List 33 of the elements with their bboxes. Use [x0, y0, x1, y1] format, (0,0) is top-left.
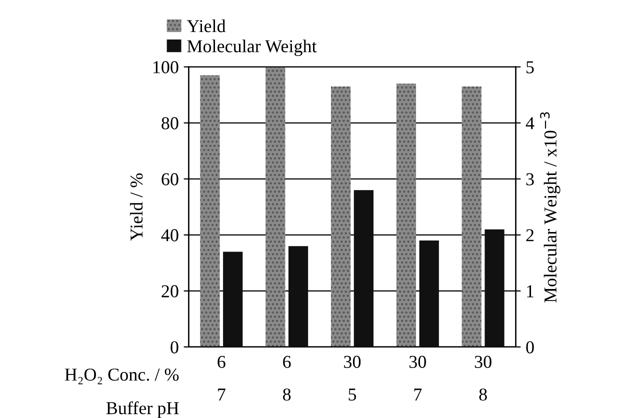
y2-tick-label: 3 [526, 173, 534, 186]
bar [288, 246, 308, 347]
y-tick-label: 100 [153, 61, 178, 74]
bar [330, 86, 351, 347]
bar [419, 240, 439, 347]
bar [462, 86, 482, 347]
legend-label: Yield [186, 20, 226, 32]
bar [396, 84, 416, 347]
bar [200, 75, 220, 347]
x-tick-label: 6 8 [283, 356, 291, 401]
bar [223, 252, 243, 347]
bar [266, 66, 286, 347]
y-axis-title: Yield / % [130, 173, 143, 241]
x-tick-label: 6 7 [218, 356, 226, 400]
y-tick-label: 40 [161, 229, 178, 242]
x-tick-label: 30 7 [409, 356, 426, 400]
y2-tick-label: 1 [527, 285, 534, 298]
y-tick-label: 0 [170, 341, 178, 354]
text: H₂O₂ Conc. / % [64, 368, 179, 384]
y2-tick-label: 5 [526, 61, 534, 74]
bar [354, 190, 374, 347]
y-tick-label: 20 [162, 285, 178, 298]
x-tick-label: 30 5 [344, 356, 361, 401]
bar [484, 229, 504, 347]
text: Buffer pH [106, 401, 179, 418]
legend-label: Molecular Weight [187, 40, 317, 56]
y-tick-label: 60 [162, 173, 178, 186]
y2-tick-label: 0 [526, 341, 534, 354]
y2-axis-title: Molecular Weight / x10$^{−3}$ [540, 112, 560, 303]
y2-tick-label: 2 [526, 229, 534, 242]
x-tick-label: 30 8 [474, 356, 492, 401]
y-tick-label: 80 [162, 117, 178, 130]
y2-tick-label: 4 [526, 117, 534, 130]
